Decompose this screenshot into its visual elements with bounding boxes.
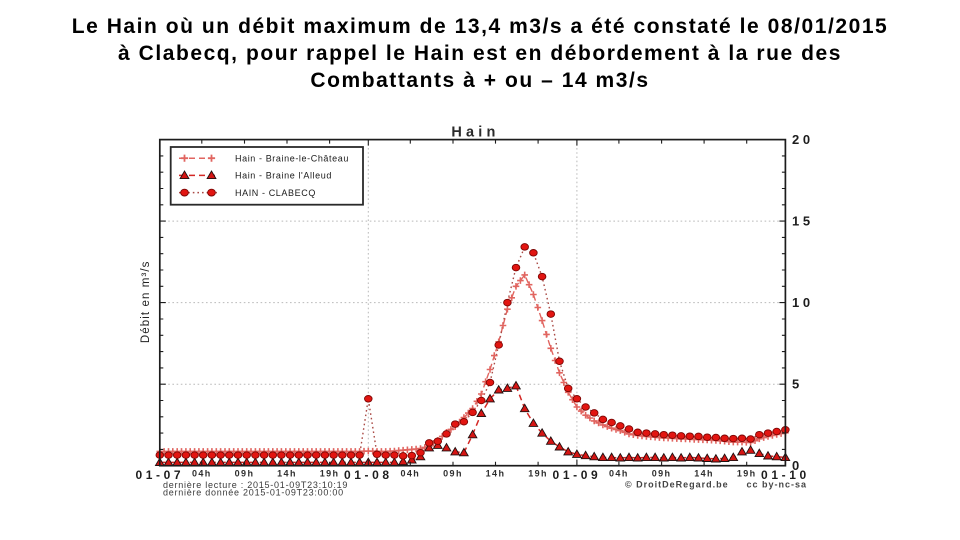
svg-text:01-09: 01-09: [553, 468, 602, 482]
svg-text:15: 15: [792, 213, 814, 228]
svg-text:19h: 19h: [320, 468, 340, 478]
svg-text:Hain - Braine l'Alleud: Hain - Braine l'Alleud: [235, 171, 332, 181]
svg-text:04h: 04h: [609, 468, 629, 478]
svg-text:dernière donnée 2015-01-09T23: dernière donnée 2015-01-09T23:00:00: [163, 488, 344, 498]
svg-text:04h: 04h: [192, 468, 212, 478]
svg-text:© DroitDeRegard.be: © DroitDeRegard.be: [625, 480, 729, 490]
svg-text:01-08: 01-08: [344, 468, 393, 482]
svg-text:14h: 14h: [277, 468, 297, 478]
svg-text:01-07: 01-07: [135, 468, 184, 482]
svg-text:10: 10: [792, 295, 814, 310]
svg-text:09h: 09h: [652, 468, 672, 478]
svg-text:20: 20: [792, 132, 814, 147]
svg-text:dernière lecture : 2015-01-09T: dernière lecture : 2015-01-09T23:10:19: [163, 480, 348, 490]
svg-text:19h: 19h: [528, 468, 548, 478]
svg-text:19h: 19h: [737, 468, 757, 478]
svg-text:Débit en m³/s: Débit en m³/s: [140, 260, 152, 343]
svg-text:Hain - Braine-le-Château: Hain - Braine-le-Château: [235, 153, 349, 163]
svg-text:01-10: 01-10: [761, 468, 810, 482]
svg-text:14h: 14h: [694, 468, 714, 478]
svg-text:09h: 09h: [443, 468, 463, 478]
svg-text:cc by-nc-sa: cc by-nc-sa: [747, 480, 808, 490]
svg-text:5: 5: [792, 377, 803, 392]
svg-text:0: 0: [792, 458, 803, 473]
svg-text:14h: 14h: [486, 468, 506, 478]
svg-text:09h: 09h: [235, 468, 255, 478]
svg-text:Hain: Hain: [451, 125, 499, 141]
svg-text:HAIN - CLABECQ: HAIN - CLABECQ: [235, 188, 316, 198]
svg-text:04h: 04h: [400, 468, 420, 478]
